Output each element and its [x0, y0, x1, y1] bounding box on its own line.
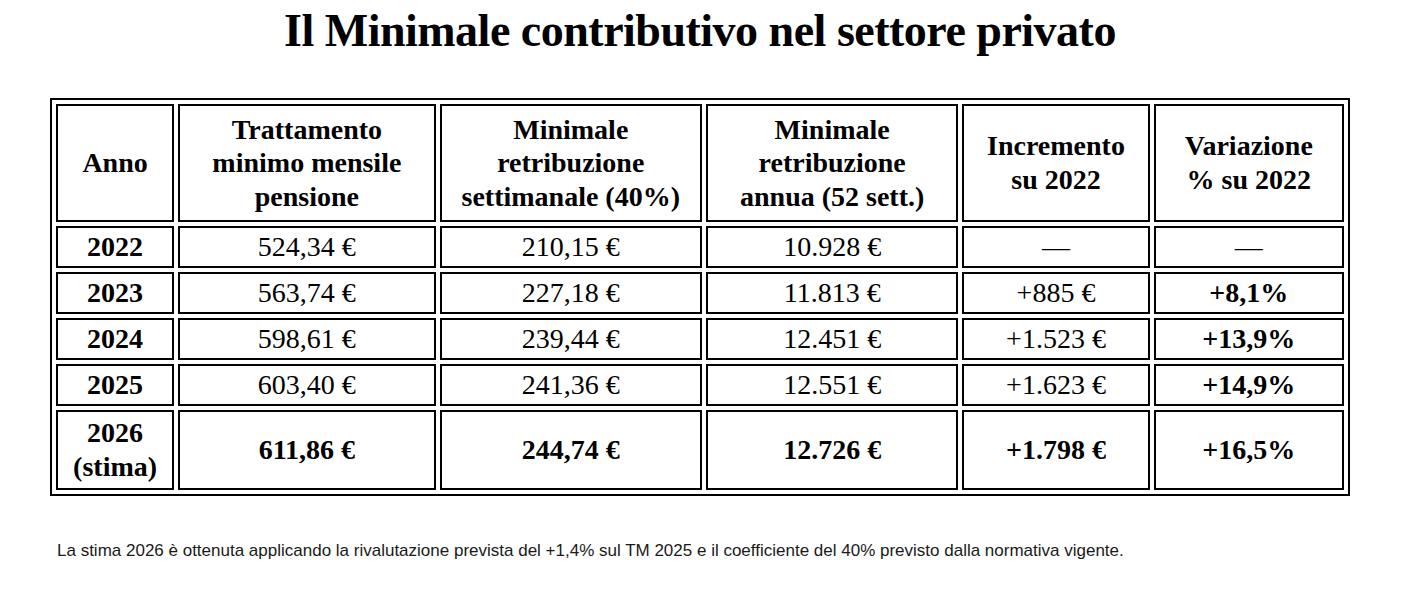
cell-annua: 10.928 €: [706, 226, 958, 268]
column-header-trattamento: Trattamento minimo mensile pensione: [178, 104, 435, 222]
table-row-2023: 2023 563,74 € 227,18 € 11.813 € +885 € +…: [56, 272, 1344, 314]
table-row-2026-stima: 2026 (stima) 611,86 € 244,74 € 12.726 € …: [56, 410, 1344, 490]
column-header-anno: Anno: [56, 104, 174, 222]
cell-variazione: +14,9%: [1154, 364, 1344, 406]
column-header-variazione: Variazione % su 2022: [1154, 104, 1344, 222]
page-title: Il Minimale contributivo nel settore pri…: [50, 4, 1350, 57]
cell-settimanale: 227,18 €: [440, 272, 702, 314]
cell-variazione: +8,1%: [1154, 272, 1344, 314]
contributory-minimum-table: Anno Trattamento minimo mensile pensione…: [50, 98, 1350, 496]
cell-annua: 12.551 €: [706, 364, 958, 406]
cell-settimanale: 244,74 €: [440, 410, 702, 490]
cell-anno: 2026 (stima): [56, 410, 174, 490]
cell-trattamento: 603,40 €: [178, 364, 435, 406]
table-header-row: Anno Trattamento minimo mensile pensione…: [56, 104, 1344, 222]
cell-variazione: +13,9%: [1154, 318, 1344, 360]
cell-incremento: +885 €: [962, 272, 1149, 314]
cell-trattamento: 611,86 €: [178, 410, 435, 490]
cell-incremento: +1.523 €: [962, 318, 1149, 360]
column-header-annua: Minimale retribuzione annua (52 sett.): [706, 104, 958, 222]
table-row-2024: 2024 598,61 € 239,44 € 12.451 € +1.523 €…: [56, 318, 1344, 360]
cell-incremento: —: [962, 226, 1149, 268]
table-row-2025: 2025 603,40 € 241,36 € 12.551 € +1.623 €…: [56, 364, 1344, 406]
cell-trattamento: 598,61 €: [178, 318, 435, 360]
cell-variazione: —: [1154, 226, 1344, 268]
document-page: Il Minimale contributivo nel settore pri…: [0, 0, 1414, 606]
cell-anno: 2024: [56, 318, 174, 360]
column-header-incremento: Incremento su 2022: [962, 104, 1149, 222]
cell-settimanale: 241,36 €: [440, 364, 702, 406]
table-row-2022: 2022 524,34 € 210,15 € 10.928 € — —: [56, 226, 1344, 268]
cell-annua: 12.451 €: [706, 318, 958, 360]
cell-trattamento: 524,34 €: [178, 226, 435, 268]
cell-incremento: +1.798 €: [962, 410, 1149, 490]
cell-anno: 2022: [56, 226, 174, 268]
cell-anno: 2023: [56, 272, 174, 314]
footnote-text: La stima 2026 è ottenuta applicando la r…: [57, 536, 1292, 566]
cell-settimanale: 210,15 €: [440, 226, 702, 268]
column-header-settimanale: Minimale retribuzione settimanale (40%): [440, 104, 702, 222]
cell-trattamento: 563,74 €: [178, 272, 435, 314]
cell-anno: 2025: [56, 364, 174, 406]
cell-incremento: +1.623 €: [962, 364, 1149, 406]
cell-annua: 12.726 €: [706, 410, 958, 490]
cell-annua: 11.813 €: [706, 272, 958, 314]
cell-settimanale: 239,44 €: [440, 318, 702, 360]
cell-variazione: +16,5%: [1154, 410, 1344, 490]
